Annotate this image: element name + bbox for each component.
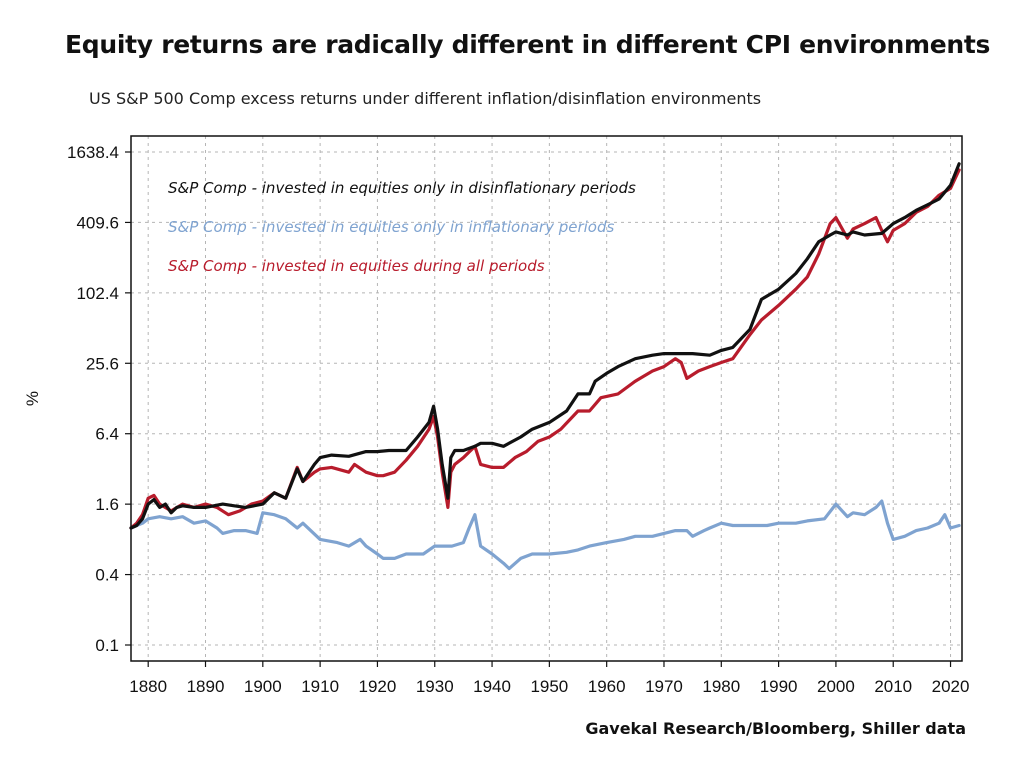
x-tick-label: 1880 [129,677,167,696]
y-tick-label: 1.6 [95,495,119,514]
x-axis-ticks: 1880 1890 1900 1910 1920 1930 1940 1950 1960 1970… [129,661,969,696]
y-tick-label: 1638.4 [67,143,119,162]
y-tick-label: 0.4 [95,566,119,585]
y-tick-label: 6.4 [95,425,119,444]
x-tick-label: 2020 [932,677,970,696]
series-line-inflationary [129,499,961,571]
gridlines [131,136,962,661]
x-tick-label: 1940 [473,677,511,696]
x-tick-label: 1990 [760,677,798,696]
x-tick-label: 1910 [301,677,339,696]
legend-entry: S&P Comp - invested in equities only in … [168,218,615,236]
y-tick-label: 409.6 [76,213,119,232]
x-tick-label: 2010 [874,677,912,696]
x-tick-label: 1900 [244,677,282,696]
chart-subtitle: US S&P 500 Comp excess returns under dif… [89,89,762,108]
x-tick-label: 1920 [359,677,397,696]
plot-area-frame [130,135,963,662]
legend-entry: S&P Comp - invested in equities only in … [168,179,636,197]
chart-title: Equity returns are radically different i… [65,30,991,59]
series-line-disinflationary [129,162,961,530]
x-tick-label: 1960 [588,677,626,696]
series-lines [129,162,961,571]
x-tick-label: 1970 [645,677,683,696]
y-tick-label: 25.6 [86,354,119,373]
y-tick-label: 102.4 [76,284,119,303]
series-line-all-periods [129,168,961,530]
y-axis-ticks: 0.1 0.4 1.6 6.4 25.6 102.4 409.6 1638.4 [67,143,131,655]
x-tick-label: 2000 [817,677,855,696]
y-tick-label: 0.1 [95,636,119,655]
legend: S&P Comp - invested in equities only in … [168,179,636,275]
x-tick-label: 1890 [187,677,225,696]
legend-entry: S&P Comp - invested in equities during a… [168,257,545,275]
x-tick-label: 1980 [702,677,740,696]
x-tick-label: 1930 [416,677,454,696]
x-tick-label: 1950 [530,677,568,696]
source-note: Gavekal Research/Bloomberg, Shiller data [585,719,966,738]
y-axis-label: % [23,391,42,406]
